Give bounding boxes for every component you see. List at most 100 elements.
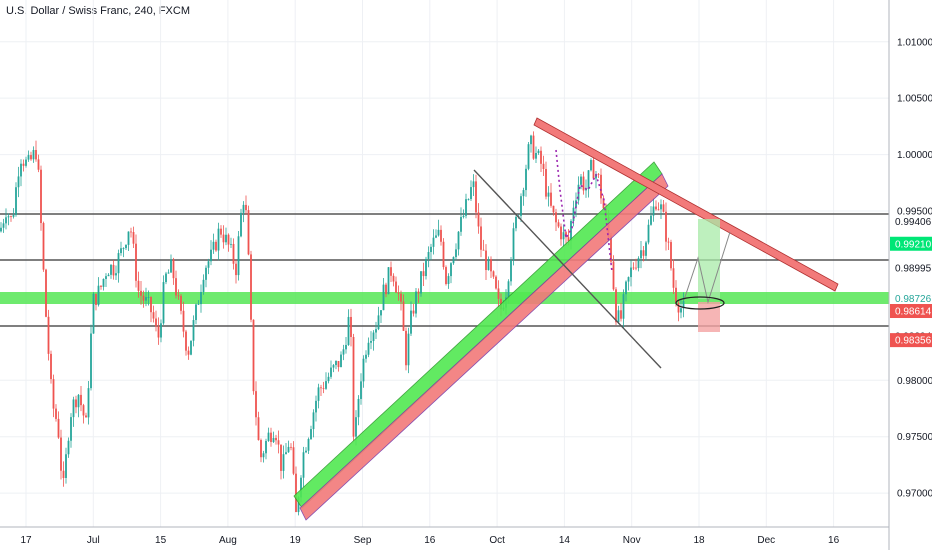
candle-body bbox=[242, 204, 245, 213]
candle-body bbox=[567, 237, 570, 242]
candle-body bbox=[432, 237, 435, 247]
candle-body bbox=[207, 261, 210, 268]
candle-body bbox=[460, 217, 462, 232]
candle-body bbox=[587, 170, 590, 190]
candle-body bbox=[62, 470, 65, 478]
candle-body bbox=[390, 267, 392, 276]
candle-body bbox=[150, 296, 152, 313]
candle-body bbox=[105, 276, 107, 279]
candle-body bbox=[392, 275, 395, 282]
candle-body bbox=[610, 235, 612, 262]
falling-red-band[interactable] bbox=[533, 117, 839, 292]
candle-body bbox=[477, 212, 480, 227]
candle-body bbox=[415, 291, 417, 314]
candle-body bbox=[480, 226, 482, 250]
candle-body bbox=[267, 432, 270, 441]
candle-body bbox=[532, 135, 535, 159]
candle-body bbox=[612, 261, 615, 290]
candle-body bbox=[227, 234, 230, 245]
candle-body bbox=[160, 323, 162, 338]
candle-body bbox=[127, 231, 130, 245]
candle-body bbox=[385, 284, 387, 295]
candle-body bbox=[322, 388, 325, 389]
candle-body bbox=[162, 282, 165, 324]
candle-body bbox=[187, 350, 190, 355]
candle-body bbox=[317, 387, 320, 401]
candle-body bbox=[287, 446, 290, 453]
candle-body bbox=[57, 418, 60, 438]
candle-body bbox=[55, 408, 57, 419]
candle-body bbox=[560, 226, 562, 240]
candle-body bbox=[357, 398, 360, 418]
price-axis[interactable]: 0.97000 0.97500 0.98000 0.99500 1.00000 1.005… bbox=[888, 0, 932, 550]
candle-body bbox=[582, 176, 585, 191]
candle-body bbox=[475, 181, 477, 213]
candle-body bbox=[412, 310, 415, 314]
diagonal-trend-line[interactable] bbox=[473, 169, 662, 369]
candle-body bbox=[212, 241, 215, 250]
candle-body bbox=[450, 263, 452, 277]
candle-body bbox=[107, 274, 110, 277]
price-marker-label: 0.99210 bbox=[895, 239, 932, 250]
candle-body bbox=[220, 228, 222, 235]
long-position-stop-box[interactable] bbox=[698, 302, 720, 332]
candle-body bbox=[572, 207, 575, 221]
candle-body bbox=[490, 259, 492, 272]
candle-body bbox=[132, 232, 135, 244]
candle-body bbox=[325, 381, 327, 389]
candle-body bbox=[650, 215, 652, 225]
candle-body bbox=[95, 293, 97, 305]
candle-body bbox=[495, 276, 497, 289]
time-axis[interactable]: 17 Jul 15 Aug 19 Sep 16 Oct 14 Nov 18 Dec 16 bbox=[0, 526, 889, 546]
candle-body bbox=[292, 447, 295, 474]
candle-body bbox=[137, 280, 140, 291]
candle-body bbox=[175, 278, 177, 296]
candle-body bbox=[522, 190, 525, 197]
candle-body bbox=[670, 242, 672, 269]
candle-body bbox=[257, 417, 260, 441]
candle-body bbox=[255, 391, 257, 418]
candle-body bbox=[262, 453, 265, 458]
candle-body bbox=[237, 236, 240, 276]
candle-body bbox=[352, 336, 355, 437]
candle-body bbox=[387, 267, 390, 295]
candle-body bbox=[37, 159, 40, 170]
candle-body bbox=[635, 267, 637, 269]
candle-body bbox=[52, 379, 55, 409]
drawings[interactable] bbox=[293, 117, 839, 521]
candle-body bbox=[87, 388, 90, 418]
candle-body bbox=[365, 354, 367, 359]
rising-red-band[interactable] bbox=[299, 173, 669, 521]
time-tick-label: 17 bbox=[20, 535, 32, 546]
candle-body bbox=[147, 296, 150, 298]
candle-body bbox=[217, 228, 220, 251]
candle-body bbox=[70, 417, 72, 441]
candle-body bbox=[125, 244, 127, 249]
candle-body bbox=[42, 223, 45, 270]
candle-body bbox=[537, 150, 540, 153]
candle-body bbox=[427, 252, 430, 259]
candle-body bbox=[205, 267, 207, 280]
candle-body bbox=[140, 290, 142, 296]
candle-body bbox=[442, 241, 445, 268]
long-position-target-box[interactable] bbox=[698, 219, 720, 299]
candle-body bbox=[82, 405, 85, 416]
candle-body bbox=[247, 210, 250, 255]
candle-body bbox=[667, 241, 670, 243]
candle-body bbox=[172, 259, 175, 279]
highlight-ellipse[interactable] bbox=[675, 296, 725, 310]
candle-body bbox=[337, 360, 340, 368]
candle-body bbox=[80, 394, 82, 406]
candle-body bbox=[50, 353, 52, 380]
candle-body bbox=[622, 294, 625, 319]
candle-body bbox=[407, 333, 410, 366]
candle-body bbox=[177, 295, 180, 297]
price-marker-label: 0.98726 bbox=[895, 294, 932, 305]
candle-body bbox=[470, 187, 472, 200]
candle-body bbox=[592, 160, 595, 179]
candle-body bbox=[75, 399, 77, 408]
candle-body bbox=[575, 200, 577, 208]
candle-body bbox=[400, 293, 402, 302]
candle-body bbox=[222, 234, 225, 243]
